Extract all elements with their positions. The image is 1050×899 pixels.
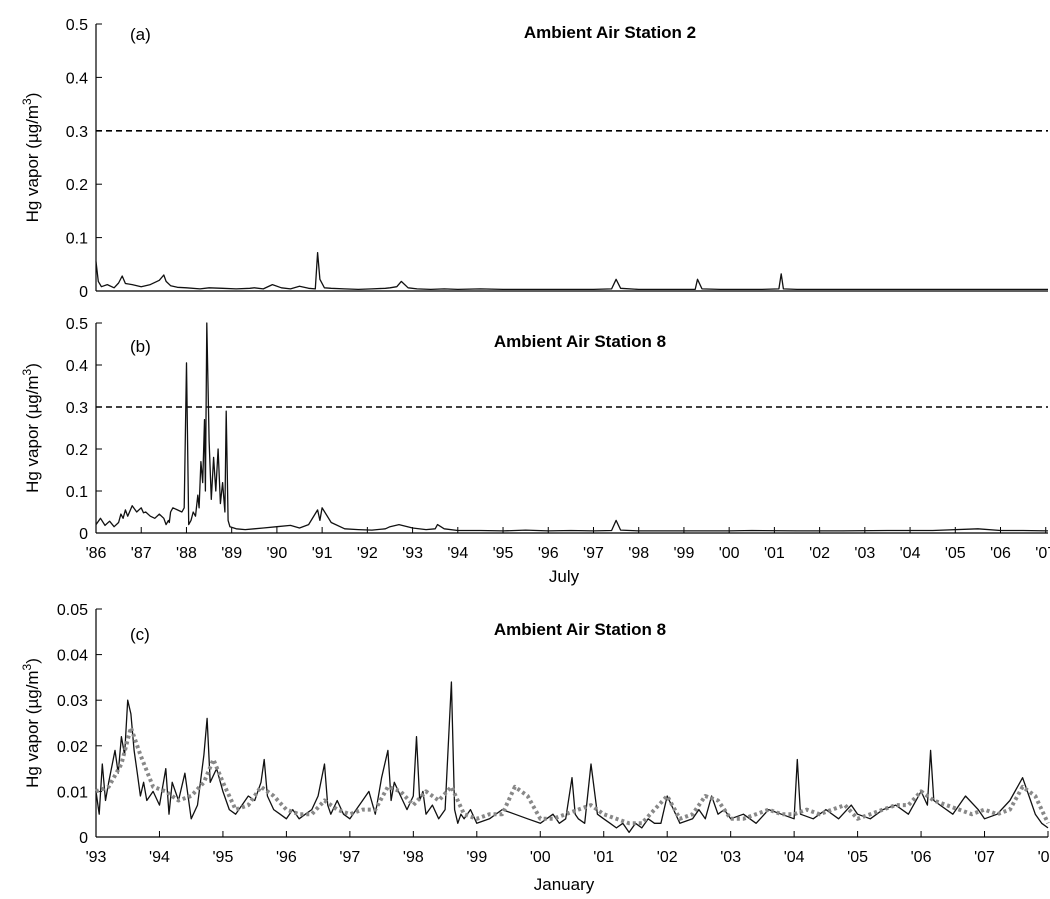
x-axis-label: January: [534, 875, 595, 894]
series-line: [95, 251, 1048, 291]
x-tick-label: '91: [312, 545, 333, 562]
y-axis-label: Hg vapor (µg/m3): [20, 93, 42, 223]
x-tick-label: '05: [945, 545, 966, 562]
x-tick-label: '98: [403, 849, 424, 866]
y-tick-label: 0: [79, 284, 88, 301]
y-axis-label-superscript: 3: [20, 98, 34, 105]
y-axis-label-close: ): [23, 363, 42, 369]
y-tick-label: 0.02: [57, 739, 88, 756]
x-tick-label: '02: [657, 849, 678, 866]
panel-label: (a): [130, 25, 151, 44]
series-line-dotted: [95, 725, 1050, 826]
y-tick-label: 0: [79, 526, 88, 543]
y-tick-label: 0.2: [66, 442, 88, 459]
y-axis-label-main: Hg vapor (µg/m: [23, 375, 42, 493]
x-tick-label: '97: [583, 545, 604, 562]
y-tick-label: 0: [79, 830, 88, 847]
x-tick-label: '99: [466, 849, 487, 866]
x-tick-label: '97: [339, 849, 360, 866]
y-axis-label-superscript: 3: [20, 368, 34, 375]
x-tick-label: '88: [176, 545, 197, 562]
y-tick-label: 0.3: [66, 400, 88, 417]
x-tick-label: '04: [900, 545, 921, 562]
x-tick-label: '93: [86, 849, 107, 866]
x-tick-label: '03: [720, 849, 741, 866]
x-tick-label: '03: [854, 545, 875, 562]
x-tick-label: '98: [628, 545, 649, 562]
x-tick-label: '96: [276, 849, 297, 866]
x-tick-label: '93: [402, 545, 423, 562]
chart-title: Ambient Air Station 8: [494, 332, 666, 351]
x-tick-label: '02: [809, 545, 830, 562]
y-tick-label: 0.3: [66, 124, 88, 141]
x-tick-label: '01: [764, 545, 785, 562]
y-axis-label-close: ): [23, 93, 42, 99]
chart-title: Ambient Air Station 2: [524, 23, 696, 42]
x-tick-label: '90: [266, 545, 287, 562]
x-tick-label: '89: [221, 545, 242, 562]
x-tick-label: '95: [213, 849, 234, 866]
panel-label: (c): [130, 625, 150, 644]
y-axis-label: Hg vapor (µg/m3): [20, 363, 42, 493]
x-tick-label: '01: [593, 849, 614, 866]
y-tick-label: 0.03: [57, 693, 88, 710]
series-line: [95, 322, 1049, 532]
x-tick-label: '99: [674, 545, 695, 562]
x-tick-label: '06: [911, 849, 932, 866]
x-tick-label: '07: [974, 849, 995, 866]
y-tick-label: 0.05: [57, 602, 88, 619]
x-tick-label: '92: [357, 545, 378, 562]
x-tick-label: '04: [784, 849, 805, 866]
x-tick-label: '00: [530, 849, 551, 866]
panel-label: (b): [130, 337, 151, 356]
y-axis-label-main: Hg vapor (µg/m: [23, 670, 42, 788]
x-tick-label: '08: [1038, 849, 1050, 866]
x-tick-label: '94: [149, 849, 170, 866]
y-axis-label-close: ): [23, 658, 42, 664]
y-tick-label: 0.01: [57, 784, 88, 801]
y-tick-label: 0.5: [66, 316, 88, 333]
y-axis-label-main: Hg vapor (µg/m: [23, 105, 42, 223]
x-tick-label: '05: [847, 849, 868, 866]
y-tick-label: 0.1: [66, 484, 88, 501]
y-tick-label: 0.4: [66, 358, 88, 375]
x-tick-label: '94: [447, 545, 468, 562]
x-tick-label: '87: [131, 545, 152, 562]
y-tick-label: 0.4: [66, 70, 88, 87]
y-axis-label: Hg vapor (µg/m3): [20, 658, 42, 788]
y-tick-label: 0.1: [66, 231, 88, 248]
x-tick-label: '00: [719, 545, 740, 562]
x-tick-label: '96: [538, 545, 559, 562]
x-tick-label: '95: [493, 545, 514, 562]
x-axis-label: July: [549, 567, 580, 586]
y-tick-label: 0.2: [66, 177, 88, 194]
x-tick-label: '06: [990, 545, 1011, 562]
panel-c: 0 0.01 0.02 0.03 0.04 0.05 '93 '94 '95 '96 '97 '98 '…: [20, 602, 1050, 894]
x-tick-label: '07: [1035, 545, 1050, 562]
y-tick-label: 0.5: [66, 17, 88, 34]
y-tick-label: 0.04: [57, 648, 88, 665]
x-tick-label: '86: [86, 545, 107, 562]
panel-a: 0 0.1 0.2 0.3 0.4 0.5 (a) Ambient Air Station 2…: [20, 17, 1048, 301]
y-axis-label-superscript: 3: [20, 663, 34, 670]
panel-b: 0 0.1 0.2 0.3 0.4 0.5 '86 '87 '88 '89 '90 '91 '92 '93…: [20, 316, 1050, 586]
chart-title: Ambient Air Station 8: [494, 620, 666, 639]
